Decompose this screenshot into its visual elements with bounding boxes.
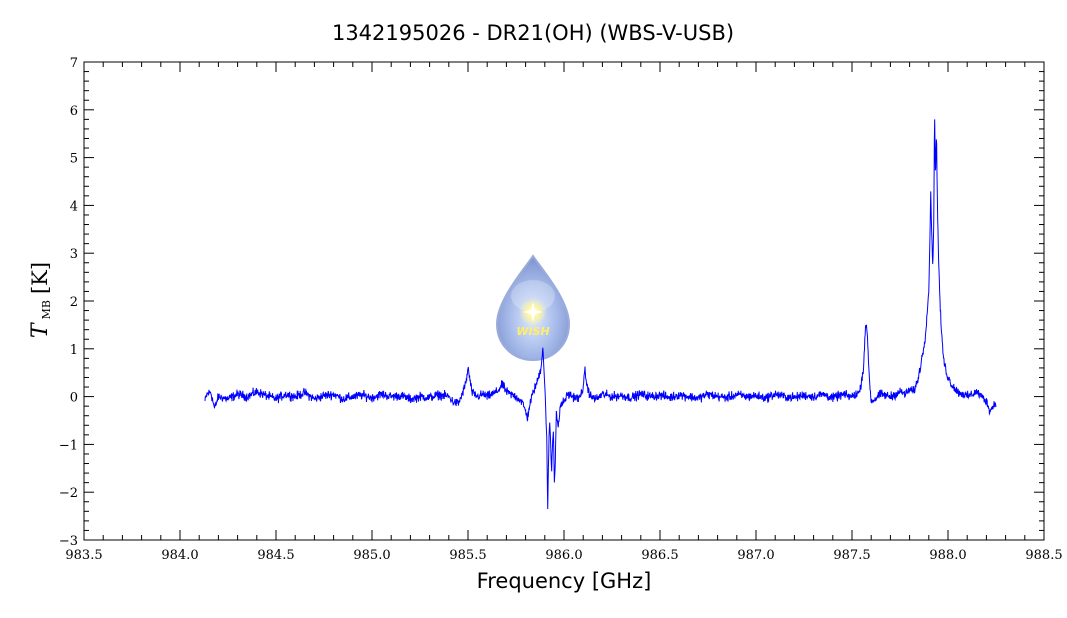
x-tick-label: 983.5 xyxy=(65,548,102,563)
plot-frame xyxy=(83,61,1045,541)
x-tick-label: 988.5 xyxy=(1025,548,1062,563)
y-tick-label: −3 xyxy=(59,534,78,549)
x-tick-label: 986.0 xyxy=(545,548,582,563)
y-tick-label: −1 xyxy=(59,438,78,453)
y-axis-label-subscript: MB xyxy=(40,300,53,319)
chart-title: 1342195026 - DR21(OH) (WBS-V-USB) xyxy=(332,21,734,45)
wish-logo: WISH xyxy=(495,254,571,362)
x-tick-label: 987.0 xyxy=(737,548,774,563)
y-tick-label: 6 xyxy=(70,104,78,119)
x-tick-label: 986.5 xyxy=(641,548,678,563)
x-tick-label: 984.0 xyxy=(161,548,198,563)
y-tick-label: 4 xyxy=(70,199,78,214)
x-axis-label: Frequency [GHz] xyxy=(477,569,652,593)
y-tick-label: 0 xyxy=(70,391,78,406)
y-axis-label-unit: [K] xyxy=(28,262,52,294)
y-axis-label-symbol: T xyxy=(28,321,53,338)
spectrum-line xyxy=(204,119,997,509)
x-tick-label: 985.5 xyxy=(449,548,486,563)
y-tick-label: −2 xyxy=(59,486,78,501)
y-axis-label: T MB [K] xyxy=(28,262,53,338)
x-tick-label: 988.0 xyxy=(929,548,966,563)
x-tick-label: 985.0 xyxy=(353,548,390,563)
y-tick-label: 7 xyxy=(70,56,78,71)
y-axis: −3 −2 −1 0 1 2 3 4 5 6 7 xyxy=(59,56,1044,549)
wish-star-icon xyxy=(523,302,543,322)
plot-border xyxy=(83,61,1045,541)
y-tick-label: 1 xyxy=(70,343,78,358)
svg-text:TMB[K]: T MB [K] xyxy=(28,262,53,338)
y-tick-label: 2 xyxy=(70,295,78,310)
y-tick-label: 5 xyxy=(70,152,78,167)
y-tick-label: 3 xyxy=(70,247,78,262)
wish-logo-text: WISH xyxy=(516,325,549,338)
x-tick-label: 984.5 xyxy=(257,548,294,563)
x-tick-label: 987.5 xyxy=(833,548,870,563)
x-axis: 983.5 984.0 984.5 985.0 985.5 986.0 986.5 987.0… xyxy=(65,62,1063,563)
